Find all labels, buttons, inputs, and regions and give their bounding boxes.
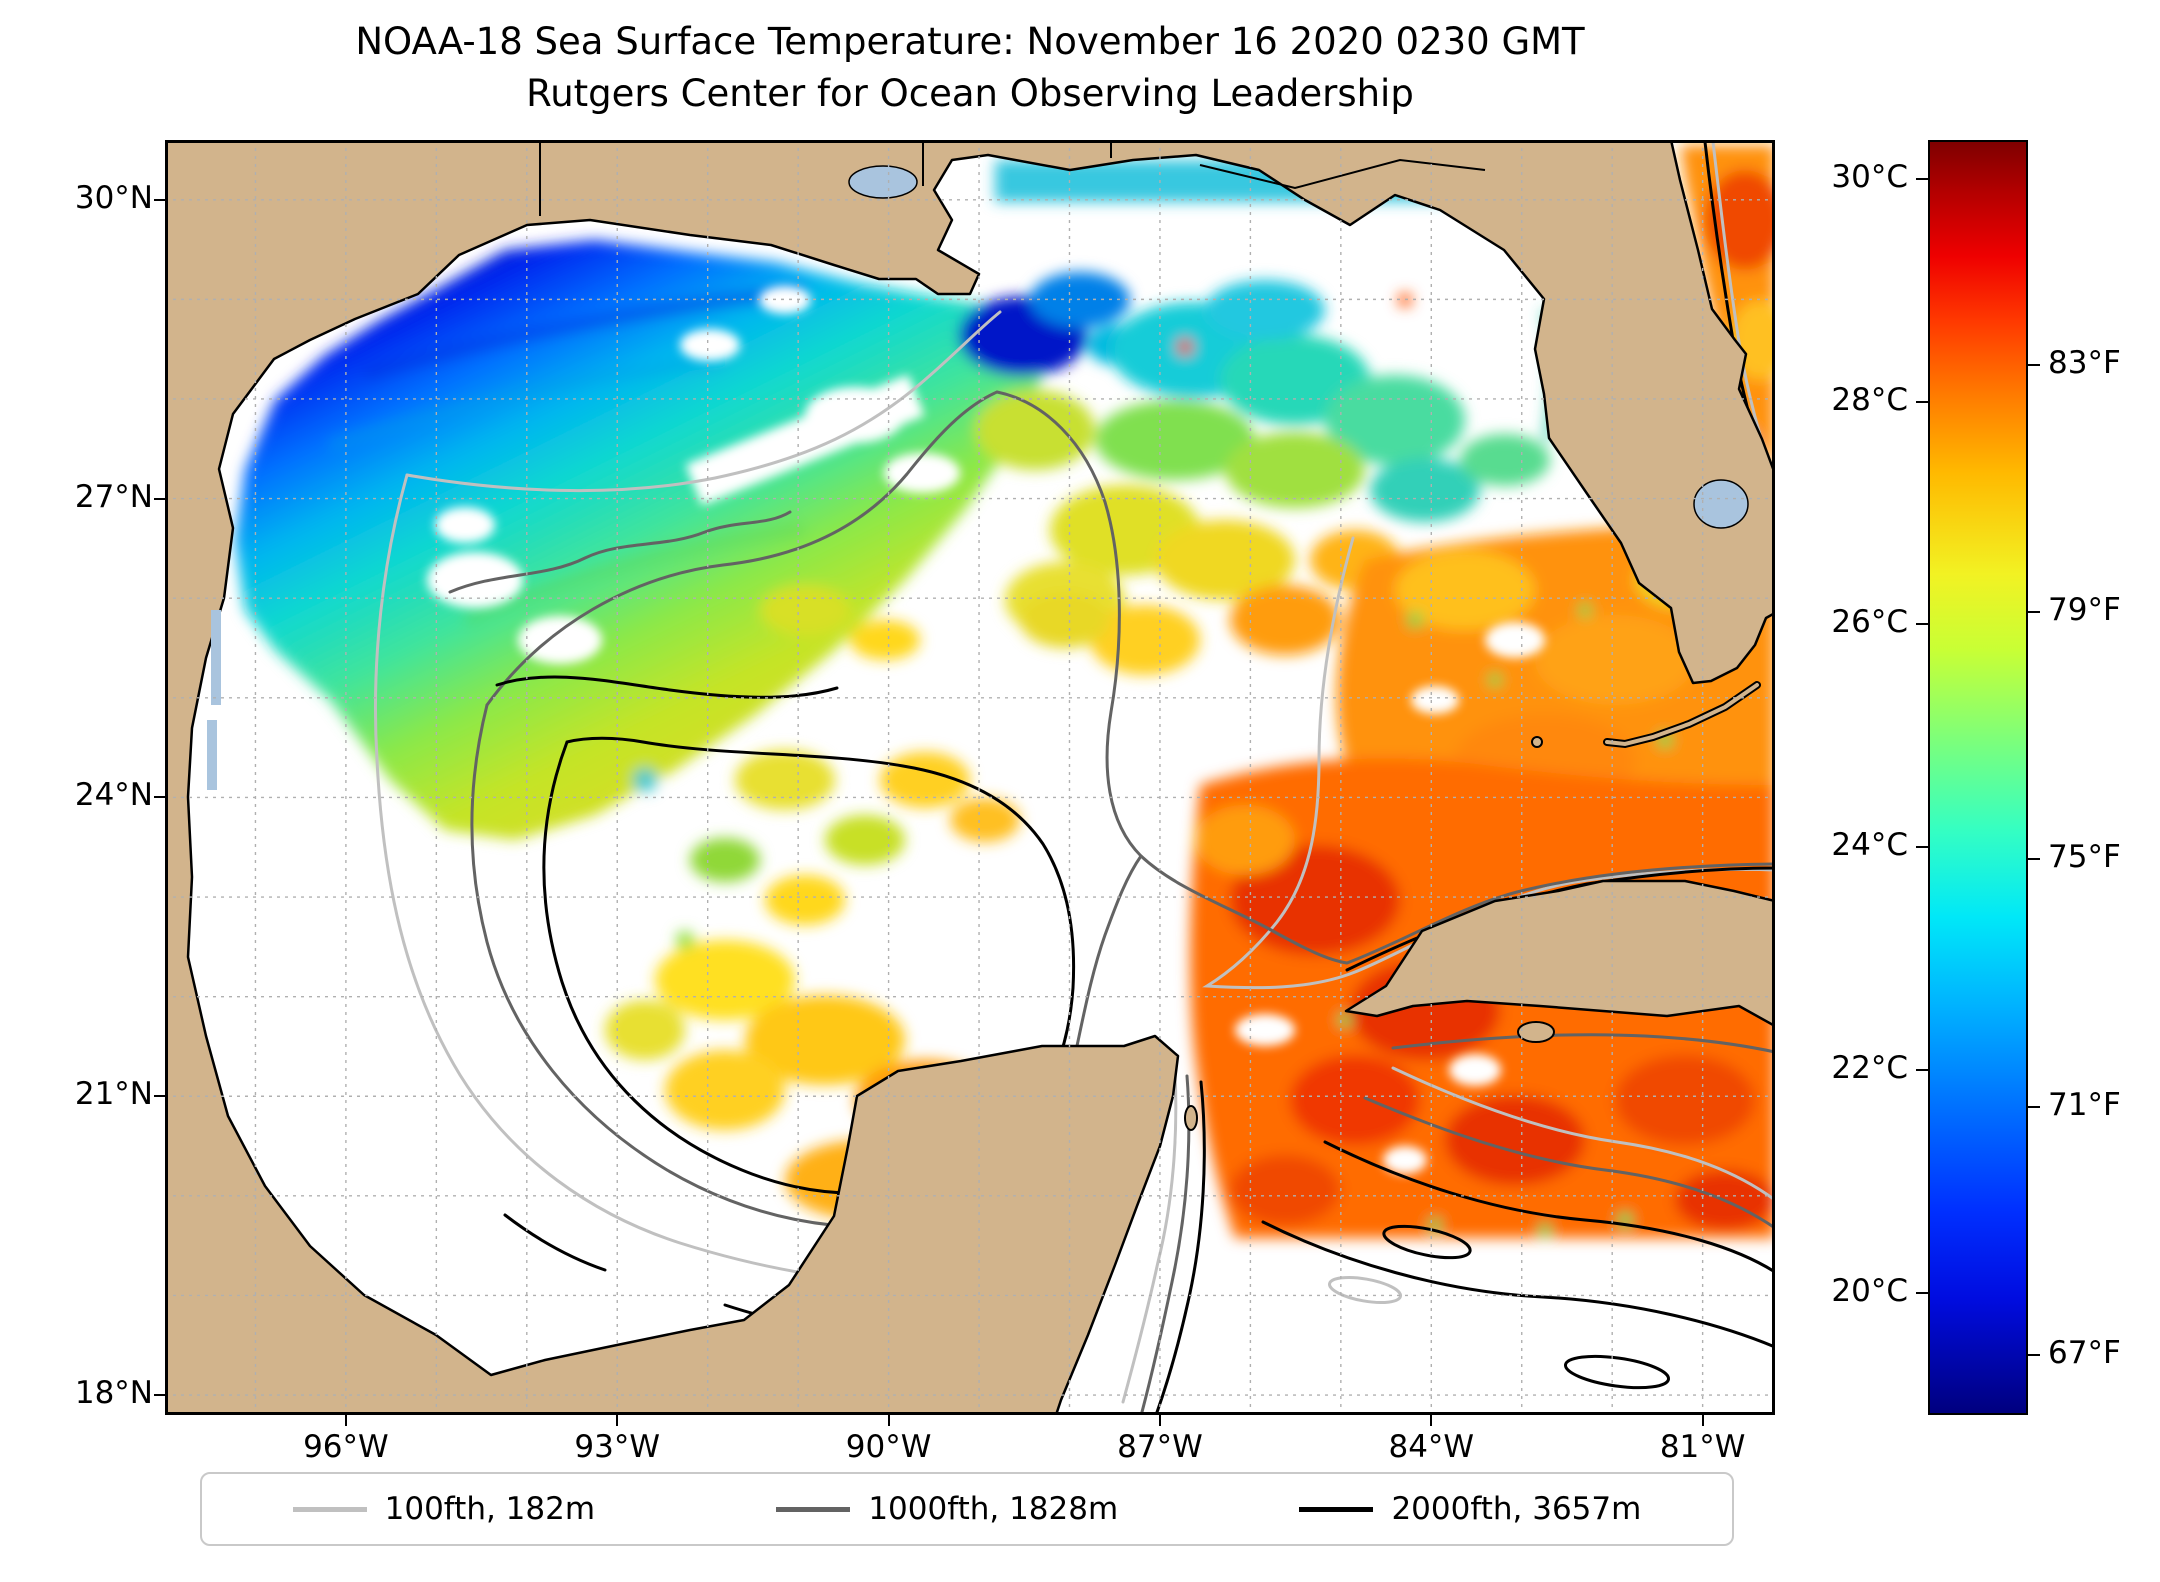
plot-frame [165,140,1775,1415]
map-plot-area [165,140,1775,1415]
colorbar-tick-mark-left [1916,400,1928,403]
colorbar-tick-mark-left [1916,623,1928,626]
cozumel [1184,1105,1198,1131]
legend-item-2000fth: 2000fth, 3657m [1299,1491,1641,1527]
sst-data-field [235,145,1775,1238]
figure-title-line1: NOAA-18 Sea Surface Temperature: Novembe… [355,20,1585,63]
lake-pontchartrain [848,165,918,199]
colorbar-gradient [1930,142,2026,1413]
legend-line-1000fth [776,1506,851,1512]
colorbar-tick-mark-right [2028,1353,2040,1356]
legend-item-100fth: 100fth, 182m [292,1491,596,1527]
x-tick-label: 87°W [1117,1429,1203,1465]
colorbar-tick-label-fahrenheit: 75°F [2048,839,2121,876]
colorbar-tick-mark-right [2028,858,2040,861]
cuba-coast [1344,879,1775,1028]
y-tick-label: 18°N [74,1375,153,1412]
x-tick-mark [616,1415,619,1426]
lake-okeechobee [1693,479,1749,529]
laguna-madre [211,610,221,705]
y-tick-label: 24°N [74,777,153,814]
colorbar-tick-label-celsius: 28°C [1831,381,1908,418]
colorbar-tick-label-fahrenheit: 83°F [2048,344,2121,381]
x-tick-label: 84°W [1388,1429,1475,1465]
colorbar-tick-mark-left [1916,1291,1928,1294]
state-borders [539,142,1486,216]
y-tick-label: 30°N [74,179,153,216]
x-tick-mark [887,1415,890,1426]
cloud-mask [427,286,1545,1174]
y-tick-mark [154,1394,165,1397]
y-tick-mark [154,1095,165,1098]
dry-tortugas [1531,736,1543,748]
laguna-madre-south [207,720,217,790]
colorbar-tick-label-celsius: 26°C [1831,604,1908,641]
x-tick-label: 93°W [574,1429,661,1465]
florida-keys-fill [1605,683,1759,747]
x-tick-mark [344,1415,347,1426]
legend-label-2000fth: 2000fth, 3657m [1391,1491,1642,1527]
colorbar-tick-label-celsius: 30°C [1831,158,1908,195]
colorbar-tick-mark-right [2028,1105,2040,1108]
y-tick-mark [154,198,165,201]
x-tick-mark [1430,1415,1433,1426]
figure-title-line2: Rutgers Center for Ocean Observing Leade… [526,72,1414,115]
figure-title: NOAA-18 Sea Surface Temperature: Novembe… [165,16,1775,120]
legend-item-1000fth: 1000fth, 1828m [776,1491,1118,1527]
colorbar-tick-mark-left [1916,1068,1928,1071]
colorbar-tick-label-celsius: 22°C [1831,1049,1908,1086]
colorbar [1928,140,2028,1415]
map-svg [165,140,1775,1415]
legend-label-1000fth: 1000fth, 1828m [868,1491,1119,1527]
x-tick-mark [1701,1415,1704,1426]
colorbar-tick-label-fahrenheit: 79°F [2048,592,2121,629]
y-tick-label: 21°N [74,1076,153,1113]
y-tick-mark [154,796,165,799]
colorbar-tick-mark-left [1916,177,1928,180]
x-tick-label: 90°W [845,1429,932,1465]
legend-line-100fth [292,1506,367,1512]
colorbar-tick-label-fahrenheit: 71°F [2048,1086,2121,1123]
isla-juventud [1517,1021,1555,1043]
mainland-coast [165,140,1775,1415]
legend-label-100fth: 100fth, 182m [384,1491,596,1527]
colorbar-tick-label-fahrenheit: 67°F [2048,1334,2121,1371]
colorbar-tick-mark-right [2028,611,2040,614]
y-tick-label: 27°N [74,478,153,515]
x-tick-label: 81°W [1659,1429,1746,1465]
colorbar-tick-label-celsius: 20°C [1831,1272,1908,1309]
bathymetry-legend: 100fth, 182m 1000fth, 1828m 2000fth, 365… [200,1472,1734,1546]
land-masses [165,140,1775,1415]
colorbar-tick-mark-right [2028,363,2040,366]
x-tick-mark [1158,1415,1161,1426]
legend-line-2000fth [1299,1506,1374,1512]
y-tick-mark [154,497,165,500]
colorbar-tick-label-celsius: 24°C [1831,827,1908,864]
colorbar-tick-mark-left [1916,846,1928,849]
x-tick-label: 96°W [303,1429,389,1465]
